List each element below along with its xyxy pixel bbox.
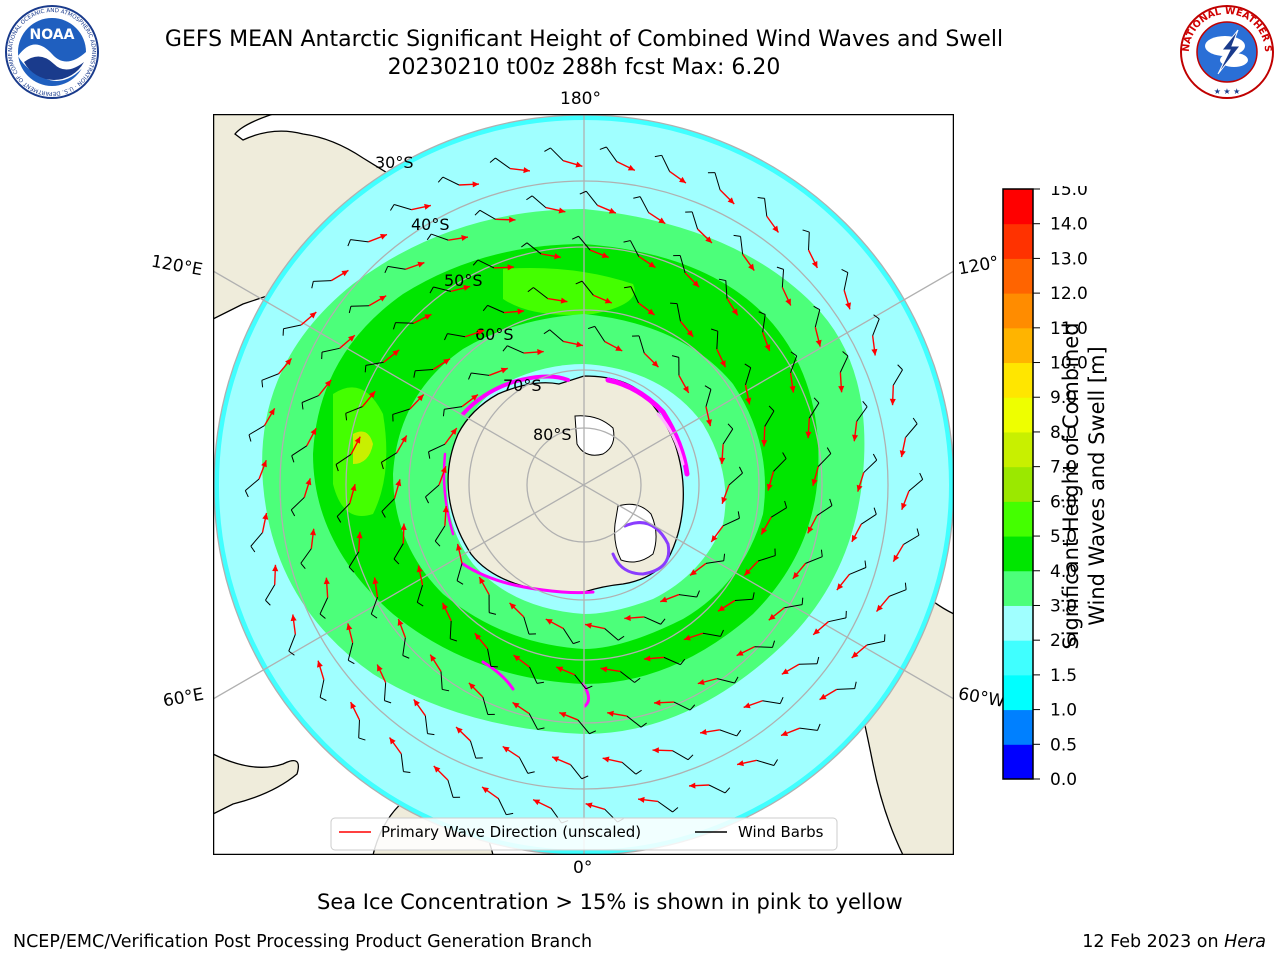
colorbar-tick-label: 15.0 [1050,186,1088,200]
chart-title: GEFS MEAN Antarctic Significant Height o… [120,26,1048,54]
colorbar-segment [1003,224,1033,259]
wind-barb-feather [491,666,498,667]
lat-label: 40°S [411,215,450,234]
wind-barb [395,323,413,324]
colorbar-segment [1003,328,1033,363]
legend-barb-label: Wind Barbs [738,823,824,841]
lat-label: 30°S [375,153,414,172]
noaa-logo: NOAA NATIONAL OCEANIC AND ATMOSPHERIC AD… [4,4,100,100]
footer-credit: NCEP/EMC/Verification Post Processing Pr… [13,932,592,952]
colorbar-label-line1: Significant Height of Combined [1058,256,1084,716]
colorbar-segment [1003,189,1033,224]
lat-label: 70°S [503,376,542,395]
wind-barb-feather [670,303,677,304]
lon-label-lower-left: 60°E [162,685,206,712]
colorbar-segment [1003,363,1033,398]
colorbar-segment [1003,744,1033,779]
footer-date: 12 Feb 2023 on Hera [1082,932,1266,952]
map-panel: 30°S 40°S 50°S 60°S 70°S 80°S Primary Wa… [213,114,954,855]
map-legend: Primary Wave Direction (unscaled) Wind B… [331,818,837,850]
colorbar-segment [1003,467,1033,502]
colorbar-segment [1003,710,1033,745]
colorbar-segment [1003,640,1033,675]
nws-logo: NATIONAL WEATHER SERVICE ★ ★ ★ [1178,4,1276,100]
wind-barb [755,647,773,648]
colorbar-segment [1003,675,1033,710]
colorbar-tick-label: 0.0 [1050,770,1077,786]
lon-label-top: 180° [560,89,601,109]
footer-host: Hera [1224,932,1266,952]
colorbar-label-line2: Wind Waves and Swell [m] [1084,256,1110,716]
colorbar-segment [1003,501,1033,536]
lat-label: 60°S [475,325,514,344]
colorbar-segment [1003,536,1033,571]
nws-stars: ★ ★ ★ [1214,87,1241,96]
colorbar-segment [1003,432,1033,467]
colorbar-tick-label: 0.5 [1050,735,1077,755]
footer-date-text: 12 Feb 2023 on [1082,932,1224,952]
lat-label: 50°S [444,271,483,290]
legend-wave-label: Primary Wave Direction (unscaled) [381,823,641,841]
colorbar-segment [1003,571,1033,606]
lon-label-upper-right: 120° [957,253,1001,280]
colorbar-segment [1003,293,1033,328]
colorbar-segment [1003,258,1033,293]
wind-barb-feather [365,365,366,372]
colorbar-tick-label: 14.0 [1050,215,1088,235]
sea-ice-caption: Sea Ice Concentration > 15% is shown in … [317,890,903,914]
colorbar-label: Significant Height of Combined Wind Wave… [1058,256,1118,716]
colorbar-segment [1003,397,1033,432]
antarctica-land [448,376,683,592]
weddell-ice-shelf [615,504,656,562]
lon-label-lower-right: 60°W [957,684,1007,712]
noaa-logo-text: NOAA [30,27,75,43]
wind-barb-feather [802,598,803,605]
chart-subtitle: 20230210 t00z 288h fcst Max: 6.20 [120,54,1048,82]
lat-label: 80°S [533,425,572,444]
lon-label-bottom: 0° [573,858,592,878]
lon-label-upper-left: 120°E [150,252,204,281]
colorbar-segment [1003,605,1033,640]
